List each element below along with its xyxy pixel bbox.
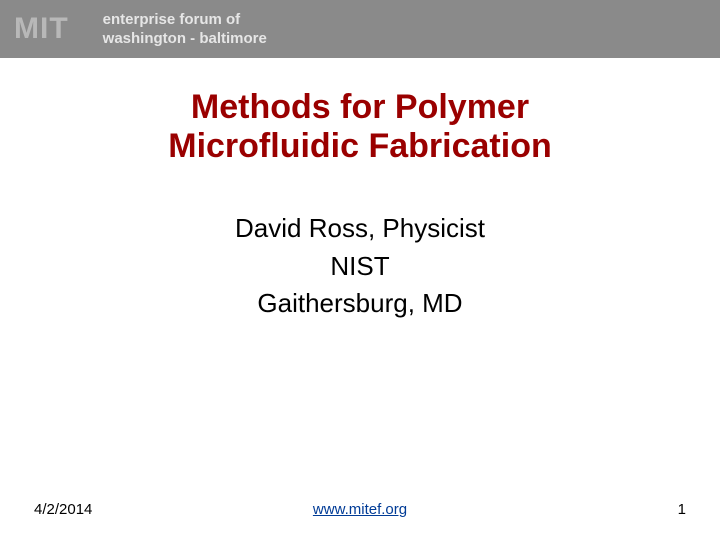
author-line: David Ross, Physicist (0, 210, 720, 248)
footer-page-number: 1 (678, 501, 686, 518)
footer-date: 4/2/2014 (34, 501, 92, 518)
forum-line-1: enterprise forum of (103, 11, 241, 28)
mit-logo-text: MIT (0, 0, 87, 58)
footer-link[interactable]: www.mitef.org (313, 501, 407, 518)
slide-title: Methods for Polymer Microfluidic Fabrica… (0, 88, 720, 166)
slide-footer: 4/2/2014 www.mitef.org 1 (0, 501, 720, 518)
org-line: NIST (0, 248, 720, 286)
forum-line-2: washington - baltimore (103, 30, 267, 47)
location-line: Gaithersburg, MD (0, 285, 720, 323)
slide-subtitle: David Ross, Physicist NIST Gaithersburg,… (0, 210, 720, 323)
header-band: MIT enterprise forum of washington - bal… (0, 0, 720, 58)
forum-name: enterprise forum of washington - baltimo… (87, 10, 267, 49)
title-line-1: Methods for Polymer (0, 88, 720, 127)
title-line-2: Microfluidic Fabrication (0, 127, 720, 166)
